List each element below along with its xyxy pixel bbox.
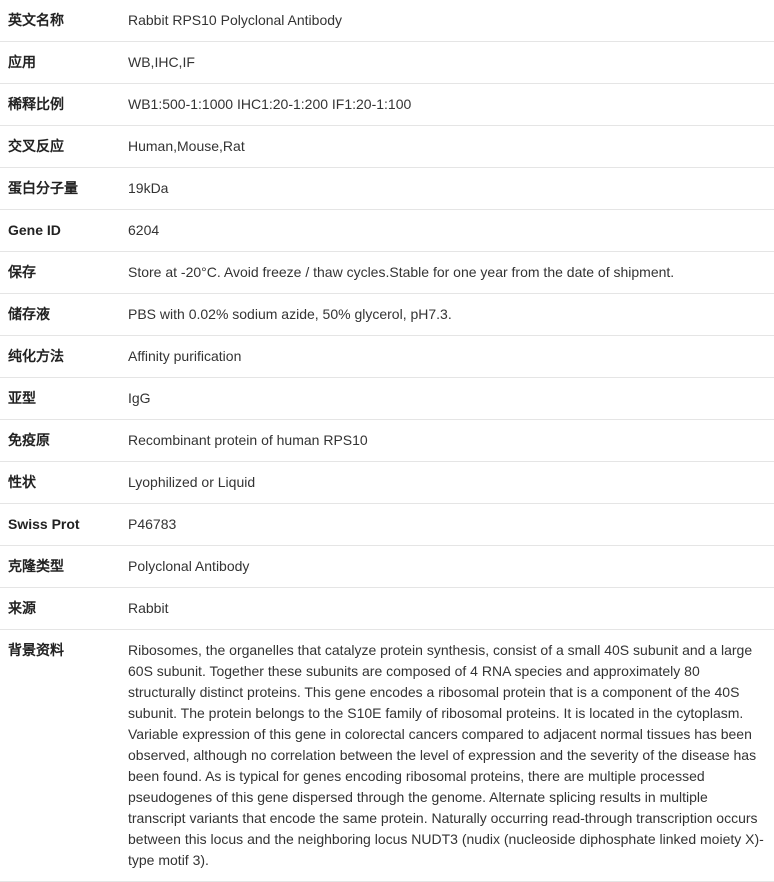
spec-label: 交叉反应 xyxy=(0,126,120,168)
spec-value: Ribosomes, the organelles that catalyze … xyxy=(120,630,774,882)
spec-value: PBS with 0.02% sodium azide, 50% glycero… xyxy=(120,294,774,336)
table-row: 保存Store at -20°C. Avoid freeze / thaw cy… xyxy=(0,252,774,294)
spec-value: Rabbit xyxy=(120,588,774,630)
spec-value: Lyophilized or Liquid xyxy=(120,462,774,504)
spec-value: Affinity purification xyxy=(120,336,774,378)
spec-label: 应用 xyxy=(0,42,120,84)
table-row: 交叉反应Human,Mouse,Rat xyxy=(0,126,774,168)
spec-value: Rabbit RPS10 Polyclonal Antibody xyxy=(120,0,774,42)
table-row: 英文名称Rabbit RPS10 Polyclonal Antibody xyxy=(0,0,774,42)
spec-label: 保存 xyxy=(0,252,120,294)
spec-value: WB1:500-1:1000 IHC1:20-1:200 IF1:20-1:10… xyxy=(120,84,774,126)
spec-label: Gene ID xyxy=(0,210,120,252)
table-row: 免疫原Recombinant protein of human RPS10 xyxy=(0,420,774,462)
spec-value: P46783 xyxy=(120,504,774,546)
spec-value: Recombinant protein of human RPS10 xyxy=(120,420,774,462)
table-row: 应用WB,IHC,IF xyxy=(0,42,774,84)
table-row: 蛋白分子量19kDa xyxy=(0,168,774,210)
spec-label: 性状 xyxy=(0,462,120,504)
spec-label: 免疫原 xyxy=(0,420,120,462)
spec-value: 19kDa xyxy=(120,168,774,210)
spec-label: 来源 xyxy=(0,588,120,630)
table-row: 背景资料Ribosomes, the organelles that catal… xyxy=(0,630,774,882)
spec-value: IgG xyxy=(120,378,774,420)
spec-label: 蛋白分子量 xyxy=(0,168,120,210)
spec-label: 克隆类型 xyxy=(0,546,120,588)
product-spec-table: 英文名称Rabbit RPS10 Polyclonal Antibody应用WB… xyxy=(0,0,774,882)
spec-value: 6204 xyxy=(120,210,774,252)
spec-value: Polyclonal Antibody xyxy=(120,546,774,588)
spec-label: 稀释比例 xyxy=(0,84,120,126)
spec-value: Store at -20°C. Avoid freeze / thaw cycl… xyxy=(120,252,774,294)
spec-label: 储存液 xyxy=(0,294,120,336)
table-row: 储存液PBS with 0.02% sodium azide, 50% glyc… xyxy=(0,294,774,336)
table-row: 来源Rabbit xyxy=(0,588,774,630)
spec-value: Human,Mouse,Rat xyxy=(120,126,774,168)
spec-value: WB,IHC,IF xyxy=(120,42,774,84)
table-row: 亚型IgG xyxy=(0,378,774,420)
spec-label: Swiss Prot xyxy=(0,504,120,546)
table-row: 纯化方法Affinity purification xyxy=(0,336,774,378)
table-row: 克隆类型Polyclonal Antibody xyxy=(0,546,774,588)
spec-label: 纯化方法 xyxy=(0,336,120,378)
spec-rows-container: 英文名称Rabbit RPS10 Polyclonal Antibody应用WB… xyxy=(0,0,774,882)
spec-label: 英文名称 xyxy=(0,0,120,42)
table-row: 稀释比例WB1:500-1:1000 IHC1:20-1:200 IF1:20-… xyxy=(0,84,774,126)
spec-label: 亚型 xyxy=(0,378,120,420)
spec-label: 背景资料 xyxy=(0,630,120,882)
table-row: 性状Lyophilized or Liquid xyxy=(0,462,774,504)
table-row: Swiss ProtP46783 xyxy=(0,504,774,546)
table-row: Gene ID6204 xyxy=(0,210,774,252)
